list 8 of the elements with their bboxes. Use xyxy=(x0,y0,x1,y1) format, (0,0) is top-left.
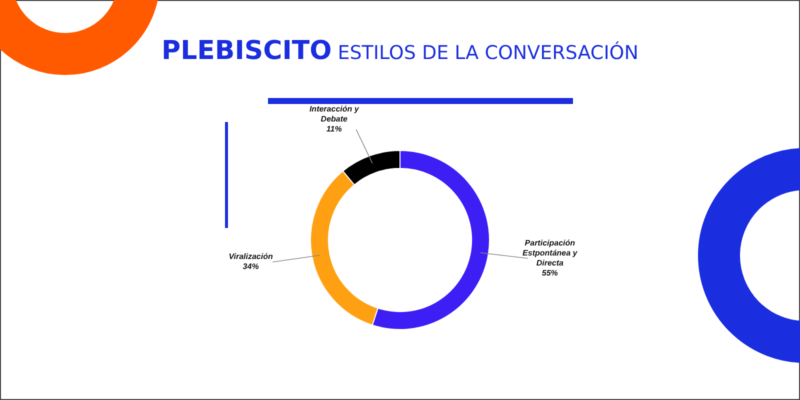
chart-subtitle: ESTILOS DE LA CONVERSACIÓN xyxy=(338,42,638,64)
slice-label: Participación Estpontánea y Directa xyxy=(522,238,578,268)
slice-label: Interacción y Debate xyxy=(309,104,360,124)
data-label: 55% xyxy=(542,268,558,278)
data-label: 11% xyxy=(326,124,342,134)
slice-label: Viralización xyxy=(228,252,273,262)
chart-title: PLEBISCITO xyxy=(162,36,332,66)
data-label: 34% xyxy=(242,262,259,272)
